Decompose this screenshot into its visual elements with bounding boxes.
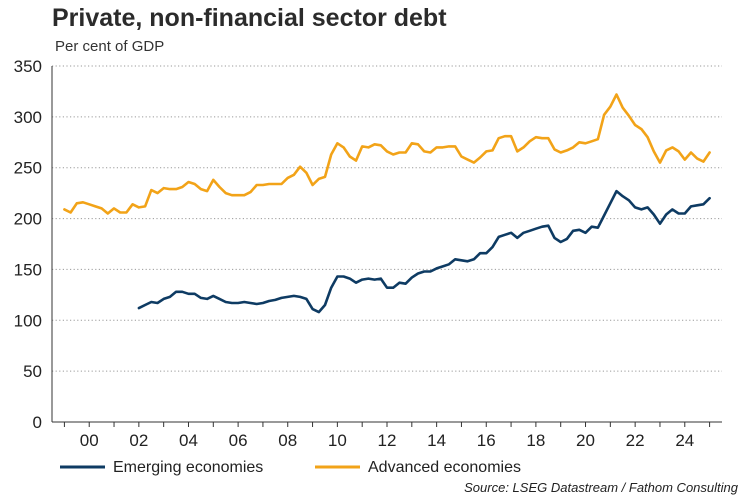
x-tick-label: 08 [278, 431, 297, 450]
x-tick-label: 00 [80, 431, 99, 450]
legend-label: Emerging economies [113, 459, 263, 476]
x-tick-label: 16 [477, 431, 496, 450]
x-tick-label: 12 [378, 431, 397, 450]
y-tick-label: 100 [14, 311, 42, 330]
source-note: Source: LSEG Datastream / Fathom Consult… [464, 480, 738, 495]
y-tick-label: 150 [14, 260, 42, 279]
x-tick-label: 20 [576, 431, 595, 450]
series-line-emerging-economies [137, 189, 711, 314]
x-tick-label: 18 [526, 431, 545, 450]
y-tick-label: 0 [33, 413, 42, 432]
chart-title: Private, non-financial sector debt [52, 4, 447, 32]
y-tick-label: 350 [14, 57, 42, 76]
y-tick-label: 200 [14, 210, 42, 229]
x-tick-label: 10 [328, 431, 347, 450]
x-tick-label: 14 [427, 431, 446, 450]
x-tick-label: 24 [675, 431, 694, 450]
y-tick-label: 300 [14, 108, 42, 127]
series-line-advanced-economies [63, 93, 711, 215]
legend-label: Advanced economies [368, 459, 521, 476]
x-tick-label: 06 [229, 431, 248, 450]
x-tick-label: 22 [626, 431, 645, 450]
x-tick-label: 02 [129, 431, 148, 450]
y-tick-label: 250 [14, 159, 42, 178]
y-tick-label: 50 [23, 362, 42, 381]
x-tick-label: 04 [179, 431, 198, 450]
chart-subtitle: Per cent of GDP [55, 38, 165, 55]
